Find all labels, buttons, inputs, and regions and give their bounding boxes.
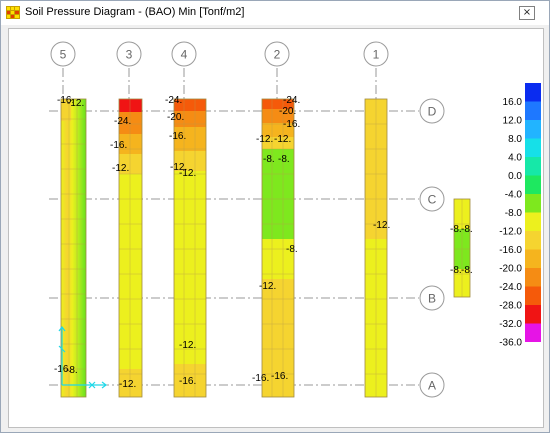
legend-swatch xyxy=(525,194,541,213)
diagram-canvas[interactable]: 5 3 4 2 1 D C B A xyxy=(8,28,544,428)
legend-swatch xyxy=(525,120,541,139)
svg-text:-12.: -12. xyxy=(119,379,136,390)
legend-swatch xyxy=(525,323,541,342)
grid-columns: 5 3 4 2 1 xyxy=(50,41,389,394)
svg-text:-20.: -20. xyxy=(167,112,184,123)
legend-label: 12.0 xyxy=(503,116,523,127)
svg-text:-12.: -12. xyxy=(274,134,291,145)
grid-bubble-row-1: C xyxy=(419,186,445,212)
footing-strip-isolated[interactable]: -8. -8. -8. -8. xyxy=(450,198,473,298)
svg-text:-16.: -16. xyxy=(110,140,127,151)
svg-text:-12.: -12. xyxy=(179,168,196,179)
legend-label: -16.0 xyxy=(499,245,522,256)
app-icon xyxy=(6,6,20,19)
svg-text:-16.: -16. xyxy=(252,373,269,384)
svg-text:3: 3 xyxy=(126,48,133,62)
grid-bubble-col-3: 2 xyxy=(264,41,290,67)
svg-text:-8.: -8. xyxy=(461,265,473,276)
legend-swatch xyxy=(525,305,541,324)
svg-text:5: 5 xyxy=(60,48,67,62)
svg-text:4: 4 xyxy=(181,48,188,62)
footing-strip-4[interactable]: -24. -20. -16. -12. -12. -12. -16. xyxy=(165,95,207,398)
legend-label: 0.0 xyxy=(508,171,522,182)
svg-text:C: C xyxy=(428,193,437,207)
svg-text:-8.: -8. xyxy=(278,154,290,165)
svg-text:-16.: -16. xyxy=(179,376,196,387)
soil-pressure-diagram: 5 3 4 2 1 D C B A xyxy=(49,41,541,398)
svg-text:B: B xyxy=(428,292,436,306)
legend-swatch xyxy=(525,157,541,176)
legend-label: -24.0 xyxy=(499,282,522,293)
window-title: Soil Pressure Diagram - (BAO) Min [Tonf/… xyxy=(25,6,245,18)
svg-text:-20.: -20. xyxy=(279,106,296,117)
grid-bubble-col-2: 4 xyxy=(171,41,197,67)
legend-swatch xyxy=(525,83,541,102)
legend-swatch xyxy=(525,268,541,287)
svg-text:-16.: -16. xyxy=(57,95,74,106)
footing-strip-3[interactable]: -24. -16. -12. -12. xyxy=(110,98,143,398)
svg-text:-16.: -16. xyxy=(54,364,71,375)
legend-swatch xyxy=(525,101,541,120)
svg-text:-8.: -8. xyxy=(461,224,473,235)
svg-text:A: A xyxy=(428,379,436,393)
legend-label: -36.0 xyxy=(499,338,522,349)
svg-text:-24.: -24. xyxy=(114,116,131,127)
legend-label: -32.0 xyxy=(499,319,522,330)
footing-strip-1[interactable]: -12. xyxy=(364,98,390,398)
legend-label: 16.0 xyxy=(503,97,523,108)
grid-bubble-col-4: 1 xyxy=(363,41,389,67)
legend-label: -28.0 xyxy=(499,301,522,312)
svg-text:-16.: -16. xyxy=(271,371,288,382)
svg-text:1: 1 xyxy=(373,48,380,62)
legend-label: 8.0 xyxy=(508,134,522,145)
svg-text:-12.: -12. xyxy=(373,220,390,231)
svg-text:2: 2 xyxy=(274,48,281,62)
grid-bubble-row-3: A xyxy=(419,372,445,398)
svg-text:-8.: -8. xyxy=(286,244,298,255)
svg-text:-12.: -12. xyxy=(112,163,129,174)
svg-text:-12.: -12. xyxy=(259,281,276,292)
legend-labels: 16.0 12.0 8.0 4.0 0.0 -4.0 -8.0 -12.0 -16.0 -20.0… xyxy=(499,97,522,349)
svg-text:-16.: -16. xyxy=(169,131,186,142)
svg-text:-24.: -24. xyxy=(283,95,300,106)
legend-color-bar xyxy=(525,83,541,342)
svg-text:D: D xyxy=(428,105,437,119)
local-axis-icon xyxy=(58,326,107,389)
legend-swatch xyxy=(525,175,541,194)
legend-label: -20.0 xyxy=(499,264,522,275)
grid-bubble-row-0: D xyxy=(419,98,445,124)
color-legend: 16.0 12.0 8.0 4.0 0.0 -4.0 -8.0 -12.0 -16.0 -20.0… xyxy=(499,83,541,349)
legend-label: 4.0 xyxy=(508,153,522,164)
footing-strip-5[interactable]: -16. -12. -16. -8. xyxy=(54,95,87,398)
svg-text:-8.: -8. xyxy=(450,224,462,235)
svg-text:-16.: -16. xyxy=(283,119,300,130)
grid-bubble-row-2: B xyxy=(419,285,445,311)
legend-swatch xyxy=(525,286,541,305)
svg-text:-12.: -12. xyxy=(170,162,187,173)
legend-label: -12.0 xyxy=(499,227,522,238)
grid-bubble-col-1: 3 xyxy=(116,41,142,67)
legend-swatch xyxy=(525,249,541,268)
svg-text:-8.: -8. xyxy=(263,154,275,165)
legend-label: -4.0 xyxy=(505,190,523,201)
close-button[interactable]: × xyxy=(519,6,535,20)
grid-rows: D C B A xyxy=(49,98,445,398)
legend-swatch xyxy=(525,138,541,157)
legend-swatch xyxy=(525,231,541,250)
legend-label: -8.0 xyxy=(505,208,523,219)
legend-swatch xyxy=(525,212,541,231)
grid-bubble-col-0: 5 xyxy=(50,41,76,67)
title-bar: Soil Pressure Diagram - (BAO) Min [Tonf/… xyxy=(1,1,549,25)
svg-text:-8.: -8. xyxy=(450,265,462,276)
footing-strip-2[interactable]: -24. -20. -16. -12. -12. -8. -8. -8. -12… xyxy=(252,95,300,398)
svg-text:-12.: -12. xyxy=(256,134,273,145)
svg-text:-24.: -24. xyxy=(165,95,182,106)
svg-text:-12.: -12. xyxy=(179,340,196,351)
svg-text:-12.: -12. xyxy=(67,98,84,109)
svg-text:-8.: -8. xyxy=(66,365,78,376)
